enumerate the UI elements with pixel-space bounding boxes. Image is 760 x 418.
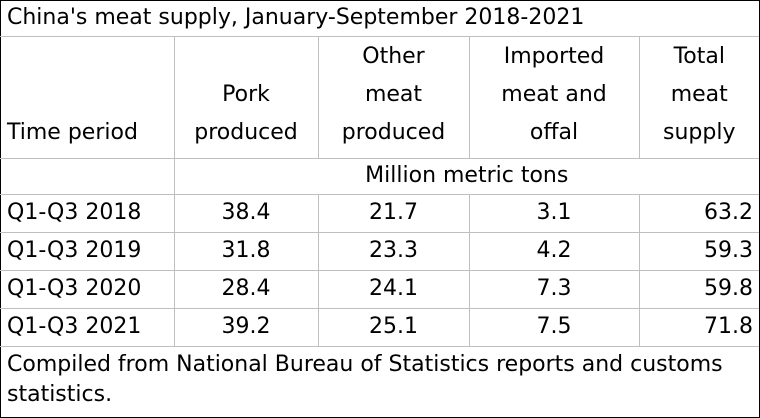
source-note: Compiled from National Bureau of Statist… — [7, 351, 723, 407]
cell-total: 63.2 — [638, 194, 760, 233]
header-pork-line-2: produced — [194, 119, 298, 145]
cell-pork: 31.8 — [173, 232, 318, 271]
table-title: China's meat supply, January-September 2… — [0, 0, 760, 37]
cell-total: 71.8 — [638, 308, 760, 347]
cell-period: Q1-Q3 2020 — [0, 270, 174, 309]
table-row: Q1-Q3 2020 28.4 24.1 7.3 59.8 — [0, 270, 760, 309]
table-row: Q1-Q3 2019 31.8 23.3 4.2 59.3 — [0, 232, 760, 271]
header-time-period: Time period — [0, 36, 174, 159]
cell-other-meat: 23.3 — [317, 232, 469, 271]
title-row: China's meat supply, January-September 2… — [0, 0, 760, 37]
note-row: Compiled from National Bureau of Statist… — [0, 346, 759, 412]
header-imported-meat-offal: Imported meat and offal — [468, 36, 639, 159]
cell-other-meat: 21.7 — [317, 194, 469, 233]
table-row: Q1-Q3 2018 38.4 21.7 3.1 63.2 — [0, 194, 760, 233]
header-pork-line-1: Pork — [222, 81, 270, 107]
header-imported-line-2: meat and — [501, 81, 607, 107]
cell-other-meat: 25.1 — [317, 308, 469, 347]
header-other-line-1: Other — [362, 43, 425, 69]
cell-imported: 4.2 — [468, 232, 639, 271]
cell-imported: 7.3 — [468, 270, 639, 309]
units-row: Million metric tons — [0, 158, 760, 195]
units-label: Million metric tons — [173, 158, 760, 195]
cell-total: 59.3 — [638, 232, 760, 271]
header-other-meat-produced: Other meat produced — [317, 36, 469, 159]
header-total-line-2: meat — [670, 81, 728, 107]
cell-period: Q1-Q3 2019 — [0, 232, 174, 271]
header-total-line-3: supply — [663, 119, 736, 145]
header-imported-line-3: offal — [529, 119, 579, 145]
units-blank-cell — [0, 158, 174, 195]
header-total-meat-supply: Total meat supply — [638, 36, 760, 159]
header-other-line-3: produced — [341, 119, 446, 145]
cell-total: 59.8 — [638, 270, 760, 309]
cell-period: Q1-Q3 2021 — [0, 308, 174, 347]
header-total-line-1: Total — [673, 43, 725, 69]
header-pork-produced: Pork produced — [173, 36, 318, 159]
header-row: Time period Pork produced Other meat pro… — [0, 36, 760, 159]
table-row: Q1-Q3 2021 39.2 25.1 7.5 71.8 — [0, 308, 760, 347]
cell-imported: 7.5 — [468, 308, 639, 347]
cell-period: Q1-Q3 2018 — [0, 194, 174, 233]
header-imported-line-1: Imported — [503, 43, 605, 69]
cell-other-meat: 24.1 — [317, 270, 469, 309]
cell-pork: 28.4 — [173, 270, 318, 309]
cell-imported: 3.1 — [468, 194, 639, 233]
header-other-line-2: meat — [364, 81, 423, 107]
cell-pork: 39.2 — [173, 308, 318, 347]
cell-pork: 38.4 — [173, 194, 318, 233]
